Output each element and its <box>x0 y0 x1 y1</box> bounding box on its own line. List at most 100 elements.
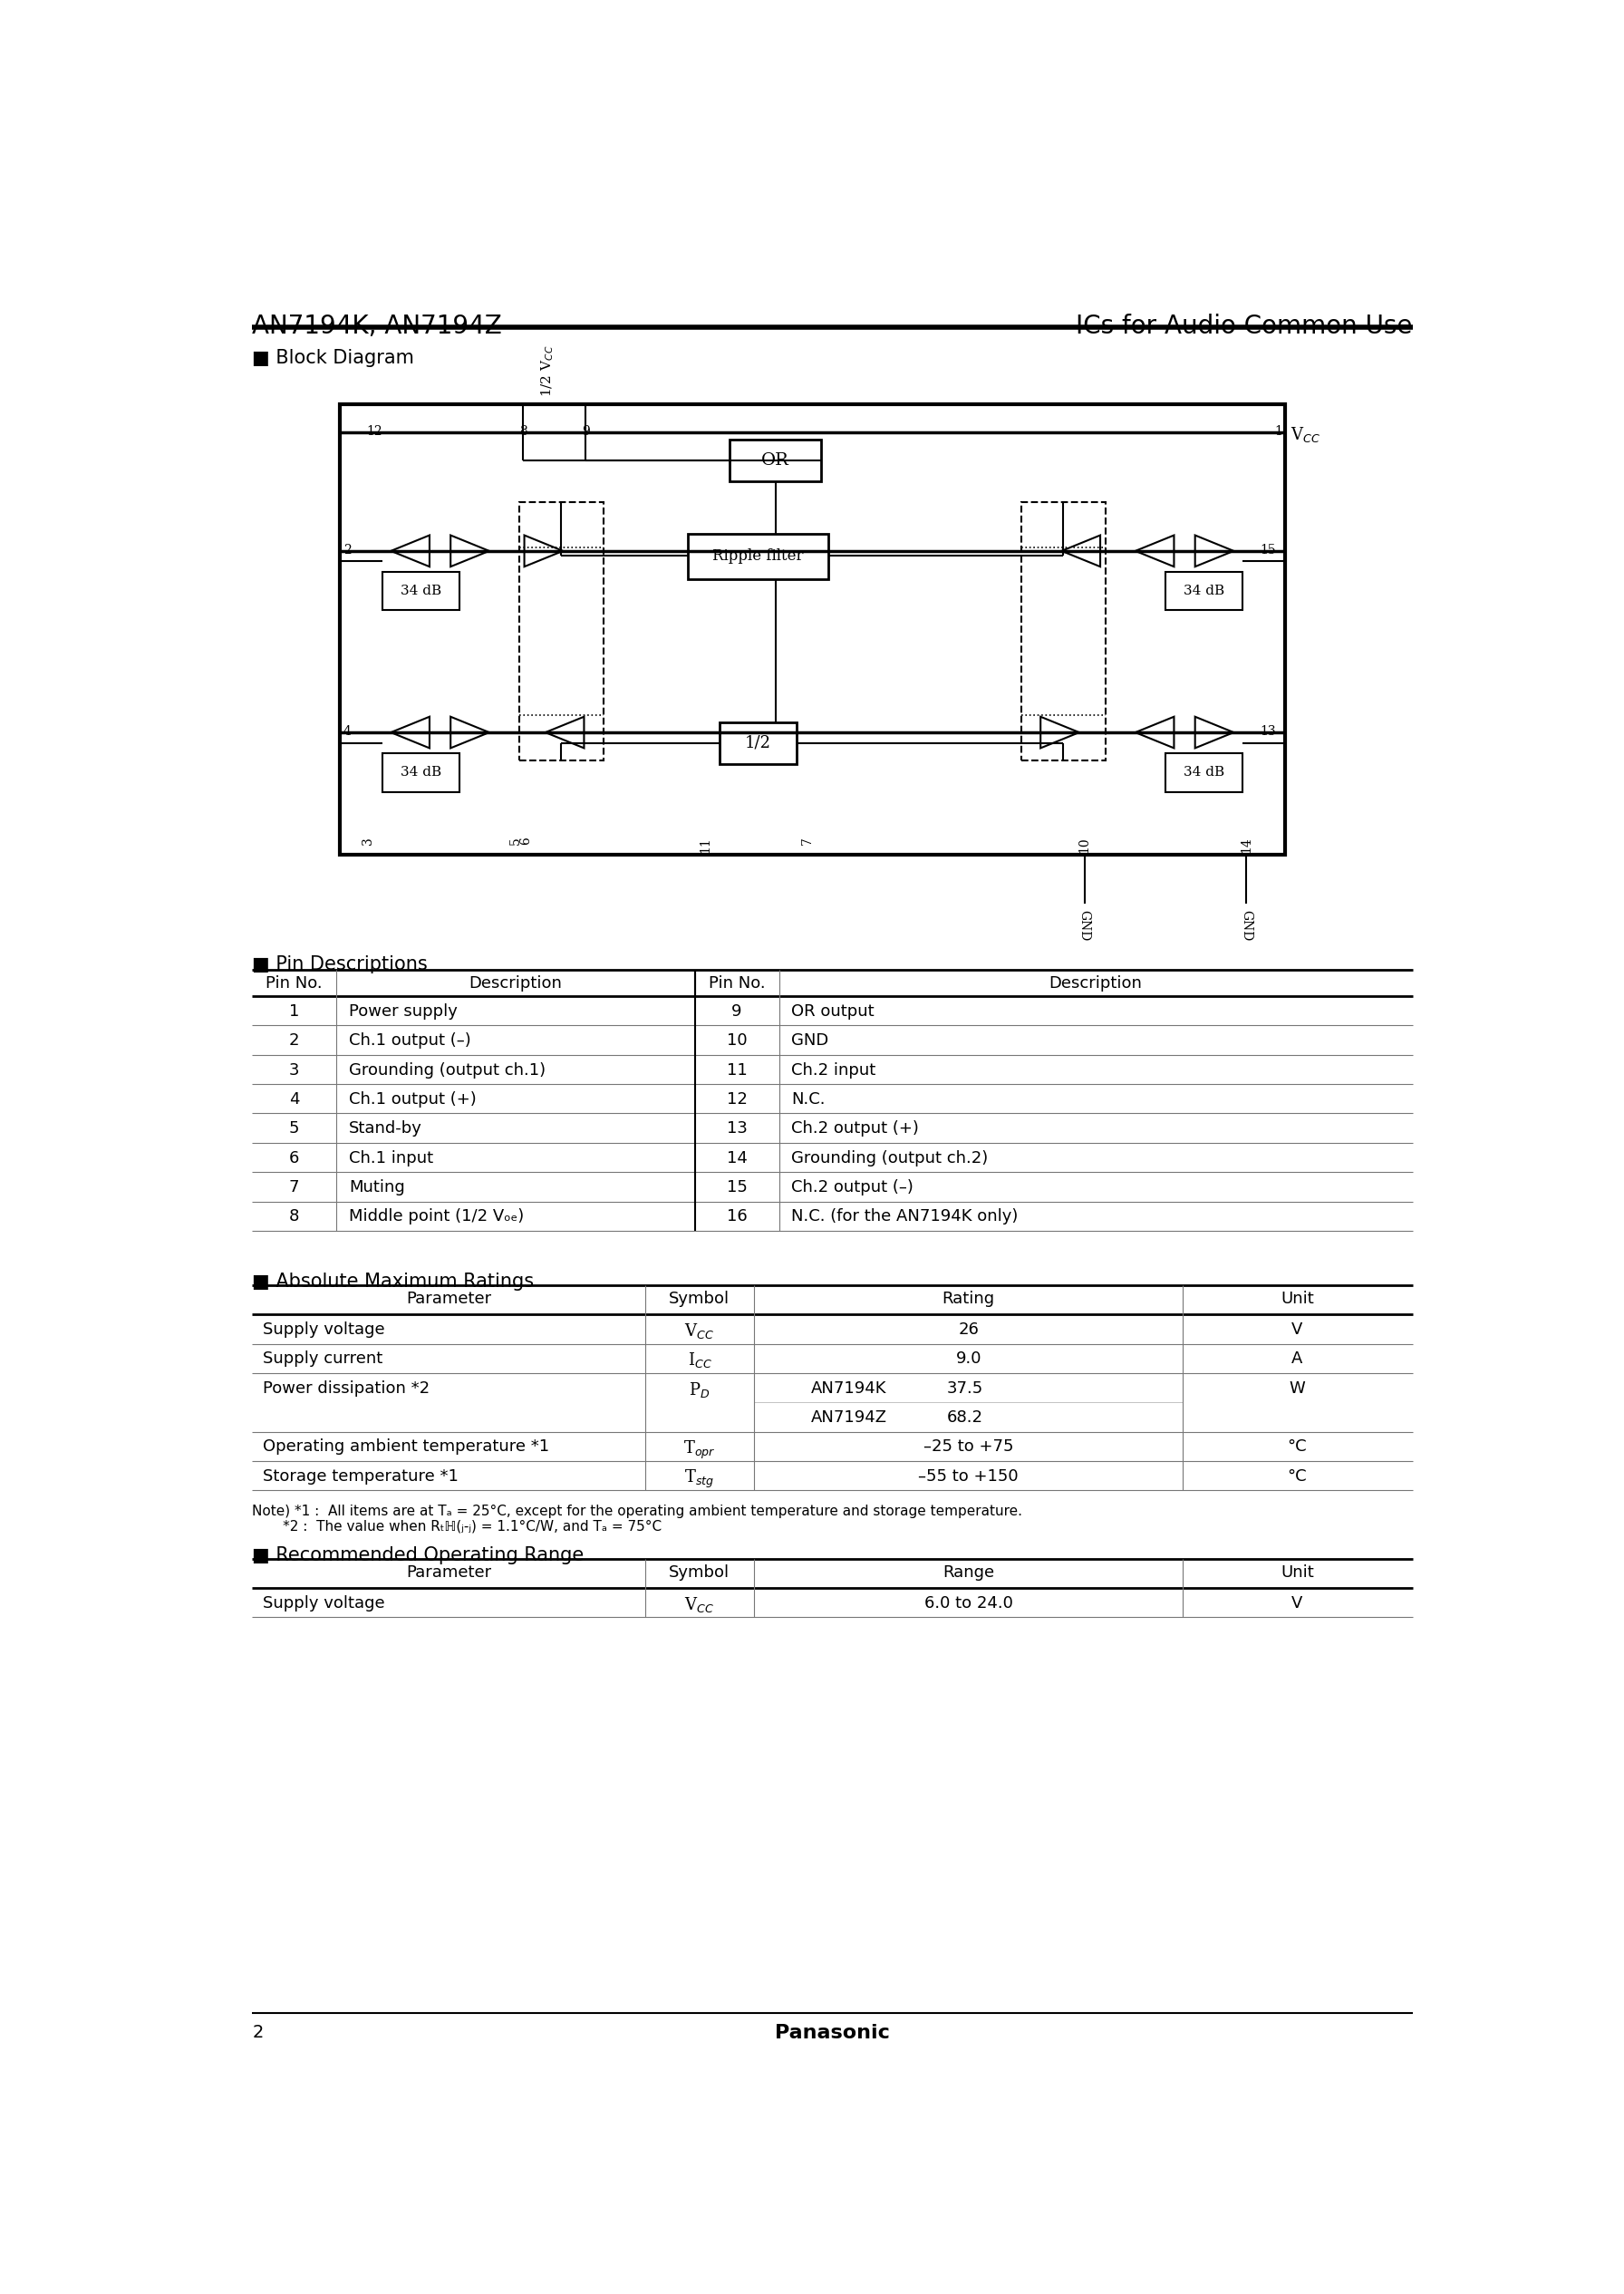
Polygon shape <box>1135 535 1174 567</box>
Text: Symbol: Symbol <box>669 1565 729 1581</box>
Text: W: W <box>1289 1381 1306 1397</box>
Text: 15: 15 <box>1260 544 1276 557</box>
Polygon shape <box>450 535 489 567</box>
Text: 34 dB: 34 dB <box>1184 766 1224 778</box>
Text: 14: 14 <box>1239 837 1252 853</box>
Text: V: V <box>1291 1321 1302 1337</box>
Polygon shape <box>450 716 489 748</box>
Text: 34 dB: 34 dB <box>400 585 442 596</box>
Text: 37.5: 37.5 <box>947 1381 983 1397</box>
Text: Ch.1 output (+): Ch.1 output (+) <box>349 1092 476 1108</box>
Polygon shape <box>1062 535 1099 567</box>
Text: T$_{stg}$: T$_{stg}$ <box>684 1468 715 1489</box>
Text: 6: 6 <box>520 837 533 844</box>
Text: 5: 5 <box>289 1119 299 1138</box>
Text: V$_{CC}$: V$_{CC}$ <box>685 1321 715 1340</box>
Text: AN7194Z: AN7194Z <box>810 1409 887 1425</box>
Text: 6: 6 <box>289 1149 299 1165</box>
Text: AN7194K, AN7194Z: AN7194K, AN7194Z <box>252 314 502 340</box>
Text: 4: 4 <box>289 1092 299 1108</box>
Text: 1/2: 1/2 <box>745 734 771 750</box>
Text: Description: Description <box>469 975 562 991</box>
Text: 11: 11 <box>726 1062 747 1078</box>
Bar <box>382 752 460 791</box>
Text: Parameter: Parameter <box>406 1292 492 1308</box>
Text: Unit: Unit <box>1281 1292 1314 1308</box>
Text: AN7194K: AN7194K <box>810 1381 887 1397</box>
Text: Symbol: Symbol <box>669 1292 729 1308</box>
Text: Middle point (1/2 Vₒₑ): Middle point (1/2 Vₒₑ) <box>349 1209 525 1225</box>
Text: Pin No.: Pin No. <box>266 975 323 991</box>
Text: 10: 10 <box>1078 837 1091 853</box>
Text: I$_{CC}$: I$_{CC}$ <box>687 1351 711 1370</box>
Polygon shape <box>391 716 429 748</box>
Text: Power dissipation *2: Power dissipation *2 <box>263 1381 430 1397</box>
Polygon shape <box>546 716 585 748</box>
Text: Storage temperature *1: Storage temperature *1 <box>263 1468 458 1484</box>
Text: Ch.2 output (–): Ch.2 output (–) <box>791 1179 914 1195</box>
Text: 34 dB: 34 dB <box>1184 585 1224 596</box>
Text: OR output: OR output <box>791 1002 875 1019</box>
Text: 6.0 to 24.0: 6.0 to 24.0 <box>924 1594 1013 1610</box>
Bar <box>729 438 822 482</box>
Text: 68.2: 68.2 <box>947 1409 983 1425</box>
Bar <box>339 404 1285 856</box>
Text: N.C. (for the AN7194K only): N.C. (for the AN7194K only) <box>791 1209 1018 1225</box>
Text: Ch.2 output (+): Ch.2 output (+) <box>791 1119 919 1138</box>
Text: 8: 8 <box>289 1209 299 1225</box>
Text: 1: 1 <box>1275 424 1281 438</box>
Text: 2: 2 <box>343 544 351 557</box>
Text: –55 to +150: –55 to +150 <box>919 1468 1018 1484</box>
Text: OR: OR <box>762 452 789 468</box>
Text: Unit: Unit <box>1281 1565 1314 1581</box>
Text: 2: 2 <box>289 1032 299 1048</box>
Text: N.C.: N.C. <box>791 1092 825 1108</box>
Text: 10: 10 <box>726 1032 747 1048</box>
Text: °C: °C <box>1288 1468 1307 1484</box>
Text: Supply voltage: Supply voltage <box>263 1321 385 1337</box>
Text: 1: 1 <box>289 1002 299 1019</box>
Text: 13: 13 <box>726 1119 747 1138</box>
Text: Note) *1 :  All items are at Tₐ = 25°C, except for the operating ambient tempera: Note) *1 : All items are at Tₐ = 25°C, e… <box>252 1505 1023 1519</box>
Text: 3: 3 <box>289 1062 299 1078</box>
Text: Rating: Rating <box>942 1292 996 1308</box>
Text: 7: 7 <box>289 1179 299 1195</box>
Text: ■ Absolute Maximum Ratings: ■ Absolute Maximum Ratings <box>252 1273 534 1292</box>
Bar <box>1021 502 1106 759</box>
Polygon shape <box>391 535 429 567</box>
Text: 12: 12 <box>367 424 383 438</box>
Text: V: V <box>1291 1594 1302 1610</box>
Text: 26: 26 <box>958 1321 979 1337</box>
Text: 5: 5 <box>510 837 521 844</box>
Text: 3: 3 <box>362 837 375 844</box>
Text: Stand-by: Stand-by <box>349 1119 422 1138</box>
Text: 2: 2 <box>252 2023 263 2042</box>
Text: GND: GND <box>1239 911 1252 941</box>
Text: ■ Recommended Operating Range: ■ Recommended Operating Range <box>252 1546 585 1565</box>
Text: *2 :  The value when Rₜℍ(ⱼ-ⱼ) = 1.1°C/W, and Tₐ = 75°C: *2 : The value when Rₜℍ(ⱼ-ⱼ) = 1.1°C/W, … <box>252 1519 663 1532</box>
Text: GND: GND <box>791 1032 828 1048</box>
Bar <box>382 571 460 610</box>
Text: P$_D$: P$_D$ <box>689 1381 710 1399</box>
Text: V$_{CC}$: V$_{CC}$ <box>1289 424 1320 445</box>
Text: °C: °C <box>1288 1438 1307 1454</box>
Polygon shape <box>525 535 564 567</box>
Text: Grounding (output ch.1): Grounding (output ch.1) <box>349 1062 546 1078</box>
Text: 34 dB: 34 dB <box>400 766 442 778</box>
Text: 14: 14 <box>726 1149 747 1165</box>
Text: 1/2 V$_{CC}$: 1/2 V$_{CC}$ <box>539 346 555 397</box>
Text: Ch.2 input: Ch.2 input <box>791 1062 875 1078</box>
Text: 7: 7 <box>801 837 814 844</box>
Text: Description: Description <box>1049 975 1142 991</box>
Text: 12: 12 <box>726 1092 747 1108</box>
Text: Supply current: Supply current <box>263 1351 383 1367</box>
Text: Muting: Muting <box>349 1179 404 1195</box>
Text: A: A <box>1291 1351 1302 1367</box>
Text: Ch.1 input: Ch.1 input <box>349 1149 434 1165</box>
Text: 9.0: 9.0 <box>955 1351 981 1367</box>
Text: –25 to +75: –25 to +75 <box>924 1438 1013 1454</box>
Text: 8: 8 <box>520 424 526 438</box>
Text: Ripple filter: Ripple filter <box>713 548 804 564</box>
Text: T$_{opr}$: T$_{opr}$ <box>684 1438 716 1461</box>
Text: Ch.1 output (–): Ch.1 output (–) <box>349 1032 471 1048</box>
